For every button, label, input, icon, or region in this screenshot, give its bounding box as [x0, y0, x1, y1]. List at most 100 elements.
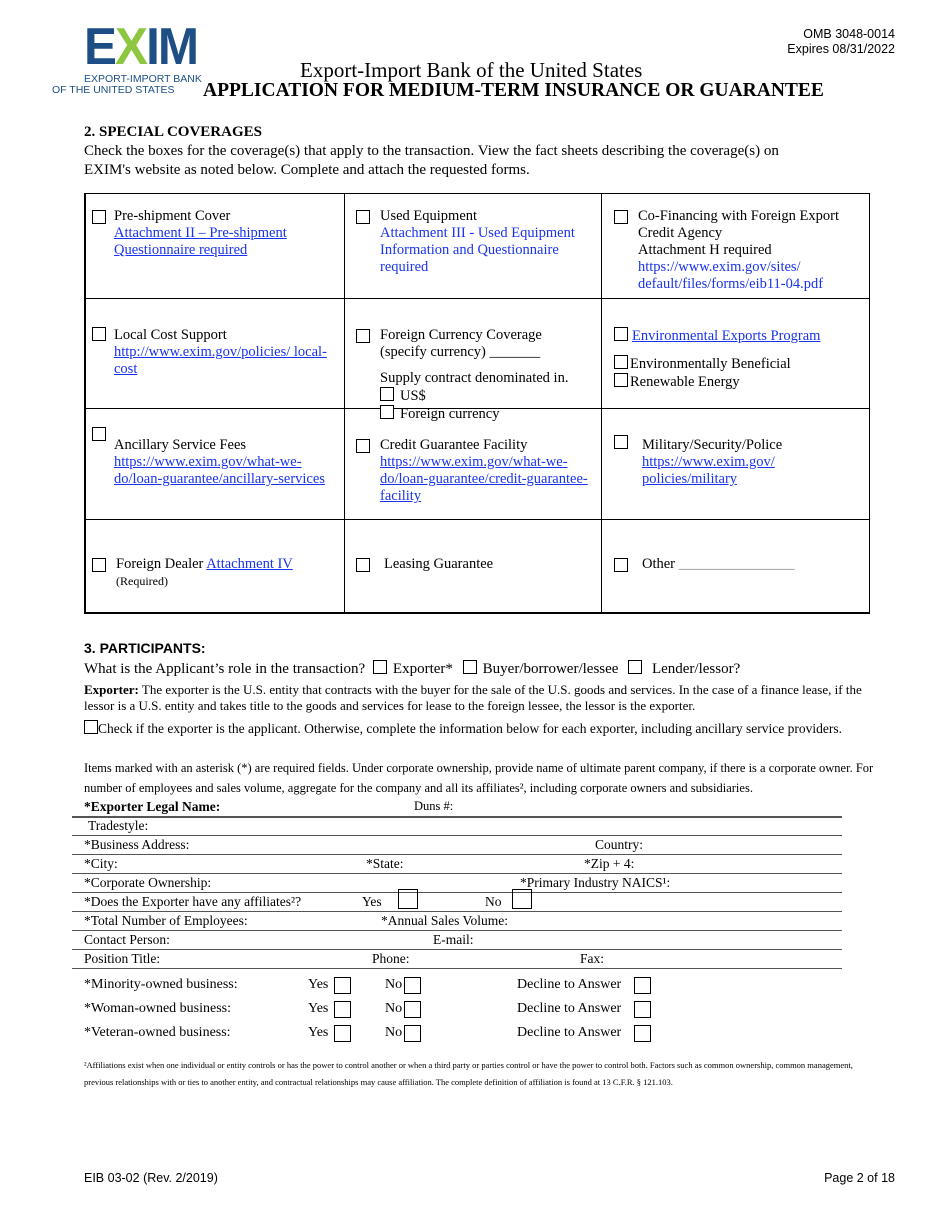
applicant-checkbox[interactable]	[84, 720, 98, 734]
decline-checkbox[interactable]	[634, 1001, 651, 1018]
expiration: Expires 08/31/2022	[787, 42, 895, 56]
environmental-link[interactable]: Environmental Exports Program	[632, 328, 821, 344]
position-title-field[interactable]: Position Title:	[84, 951, 161, 966]
section-3-heading: 3. PARTICIPANTS:	[84, 640, 206, 656]
coverage-label: Used Equipment	[380, 208, 478, 224]
checkbox[interactable]	[380, 387, 394, 401]
no-label: No	[385, 977, 403, 992]
checkbox[interactable]	[614, 355, 628, 369]
coverage-label: Other	[642, 556, 676, 572]
decline-checkbox[interactable]	[634, 977, 651, 994]
country-field[interactable]: Country:	[595, 837, 644, 852]
ancillary-link[interactable]: https://www.exim.gov/what-we-do/loan-gua…	[114, 454, 325, 487]
denominated-label: Supply contract denominated in.	[380, 370, 569, 386]
checkbox[interactable]	[356, 558, 370, 572]
checkbox[interactable]	[92, 327, 106, 341]
decline-label: Decline to Answer	[517, 1025, 622, 1040]
affiliates-yes-checkbox[interactable]	[398, 889, 418, 909]
checkbox[interactable]	[92, 427, 106, 441]
environmental-program[interactable]: Environmental Exports Program	[614, 327, 864, 345]
affiliates-no-checkbox[interactable]	[512, 889, 532, 909]
no-checkbox[interactable]	[404, 977, 421, 994]
zip-field[interactable]: *Zip + 4:	[584, 856, 635, 871]
coverage-foreign-currency[interactable]: Foreign Currency Coverage (specify curren…	[356, 327, 596, 423]
coverage-leasing[interactable]: Leasing Guarantee	[356, 556, 596, 573]
no-checkbox[interactable]	[404, 1001, 421, 1018]
checkbox[interactable]	[614, 210, 628, 224]
coverage-label: Credit Guarantee Facility	[380, 437, 528, 453]
ownership-field[interactable]: *Corporate Ownership:	[84, 875, 212, 890]
role-exporter-checkbox[interactable]	[372, 660, 387, 674]
role-question: What is the Applicant’s role in the tran…	[84, 660, 741, 677]
used-equipment-link[interactable]: Attachment III - Used Equipment Informat…	[380, 225, 575, 275]
preshipment-link[interactable]: Attachment II – Pre-shipment Questionnai…	[114, 225, 287, 258]
checkbox[interactable]	[614, 435, 628, 449]
option-foreign-currency[interactable]: Foreign currency	[380, 405, 596, 423]
checkbox[interactable]	[380, 405, 394, 419]
yes-checkbox[interactable]	[334, 977, 351, 994]
decline-checkbox[interactable]	[634, 1025, 651, 1042]
email-field[interactable]: E-mail:	[433, 932, 474, 947]
role-lender-checkbox[interactable]	[628, 660, 643, 674]
option-renewable[interactable]: Renewable Energy	[614, 373, 864, 391]
other-blank[interactable]: ________________	[678, 556, 795, 572]
coverage-local-cost[interactable]: Local Cost Support http://www.exim.gov/po…	[92, 327, 332, 378]
checkbox[interactable]	[614, 558, 628, 572]
coverage-preshipment[interactable]: Pre-shipment Cover Attachment II – Pre-sh…	[92, 208, 332, 259]
local-cost-link[interactable]: http://www.exim.gov/policies/ local-cost	[114, 344, 327, 377]
no-checkbox[interactable]	[404, 1025, 421, 1042]
checkbox[interactable]	[614, 327, 628, 341]
sales-volume-field[interactable]: *Annual Sales Volume:	[381, 913, 508, 928]
logo-sub-1: EXPORT-IMPORT BANK	[84, 73, 202, 85]
coverage-label: Local Cost Support	[114, 327, 227, 343]
role-buyer-checkbox[interactable]	[462, 660, 477, 674]
check-applicant[interactable]: Check if the exporter is the applicant. …	[84, 720, 874, 737]
form-number: EIB 03-02 (Rev. 2/2019)	[84, 1171, 218, 1185]
tradestyle-field[interactable]: Tradestyle:	[88, 818, 149, 833]
no-label: No	[385, 1001, 403, 1016]
contact-person-field[interactable]: Contact Person:	[84, 932, 170, 947]
page-number: Page 2 of 18	[824, 1171, 895, 1185]
omb-number: OMB 3048-0014	[803, 27, 895, 41]
coverage-ancillary[interactable]: Ancillary Service Fees https://www.exim.g…	[92, 427, 332, 488]
checkbox[interactable]	[356, 210, 370, 224]
military-link[interactable]: https://www.exim.gov/ policies/military	[642, 454, 775, 487]
credit-facility-link[interactable]: https://www.exim.gov/what-we-do/loan-gua…	[380, 454, 588, 504]
coverage-cofinancing[interactable]: Co-Financing with Foreign Export Credit …	[614, 208, 864, 293]
state-field[interactable]: *State:	[366, 856, 404, 871]
coverage-label: Pre-shipment Cover	[114, 208, 231, 224]
yes-checkbox[interactable]	[334, 1001, 351, 1018]
city-field[interactable]: *City:	[84, 856, 118, 871]
coverage-label: Foreign Currency Coverage	[380, 327, 542, 343]
specify-currency: (specify currency) _______	[380, 344, 541, 360]
decline-label: Decline to Answer	[517, 1001, 622, 1016]
attachment-iv-link[interactable]: Attachment IV	[206, 556, 293, 572]
yes-checkbox[interactable]	[334, 1025, 351, 1042]
checkbox[interactable]	[356, 439, 370, 453]
coverage-foreign-dealer[interactable]: Foreign Dealer Attachment IV (Required)	[92, 556, 342, 590]
coverage-table	[84, 193, 870, 614]
option-usd[interactable]: US$	[380, 387, 596, 405]
coverage-credit-facility[interactable]: Credit Guarantee Facility https://www.exi…	[356, 437, 596, 505]
cofinancing-link[interactable]: https://www.exim.gov/sites/ default/file…	[638, 259, 824, 292]
checkbox[interactable]	[92, 558, 106, 572]
checkbox[interactable]	[92, 210, 106, 224]
coverage-military[interactable]: Military/Security/Police https://www.exim…	[614, 435, 864, 488]
exporter-definition: Exporter: The exporter is the U.S. entit…	[84, 682, 862, 713]
fax-field[interactable]: Fax:	[580, 951, 605, 966]
coverage-used-equipment[interactable]: Used Equipment Attachment III - Used Equi…	[356, 208, 596, 276]
employees-field[interactable]: *Total Number of Employees:	[84, 913, 248, 928]
decline-label: Decline to Answer	[517, 977, 622, 992]
coverage-environmental[interactable]: Environmental Exports Program Environmen…	[614, 327, 864, 391]
phone-field[interactable]: Phone:	[372, 951, 410, 966]
affiliates-yes-label: Yes	[362, 894, 382, 909]
org-name: Export-Import Bank of the United States	[300, 58, 643, 82]
yes-label: Yes	[308, 1001, 329, 1016]
business-address-field[interactable]: *Business Address:	[84, 837, 190, 852]
naics-field[interactable]: *Primary Industry NAICS¹:	[520, 875, 671, 890]
coverage-other[interactable]: Other ________________	[614, 556, 864, 573]
option-env-beneficial[interactable]: Environmentally Beneficial	[614, 355, 864, 373]
checkbox[interactable]	[614, 373, 628, 387]
logo-sub-2: OF THE UNITED STATES	[52, 84, 175, 96]
checkbox[interactable]	[356, 329, 370, 343]
